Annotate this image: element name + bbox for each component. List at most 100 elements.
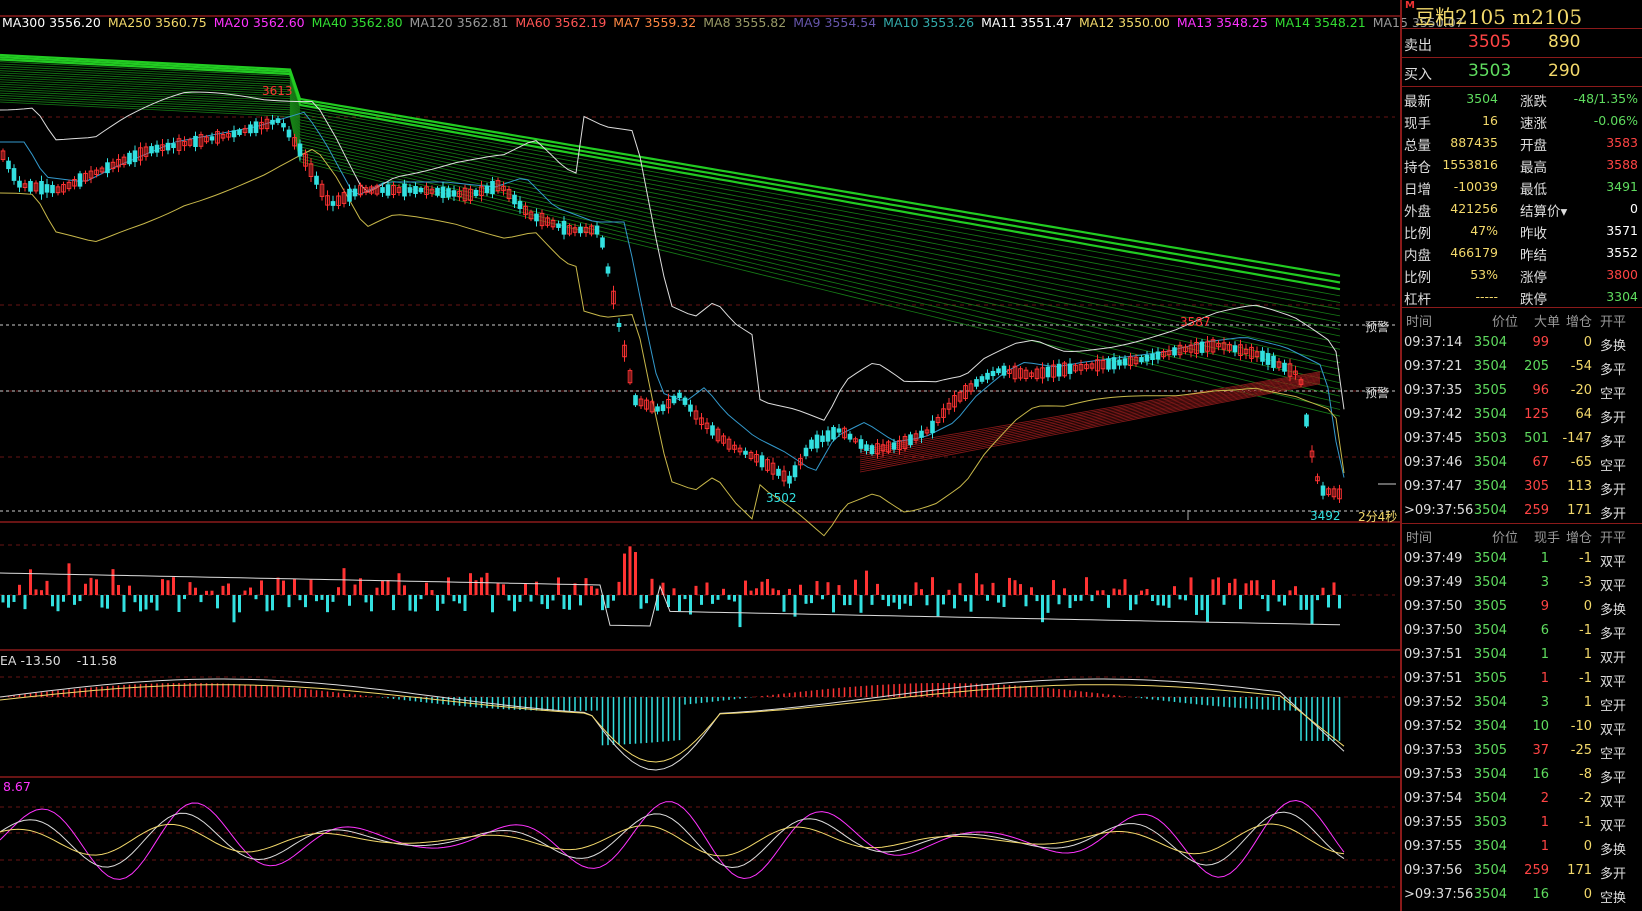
candle-body bbox=[743, 450, 748, 455]
tick-row[interactable]: 09:37:49 3504 1 -1 双平 bbox=[1402, 546, 1642, 570]
buy-price[interactable]: 3503 bbox=[1468, 61, 1512, 81]
ma-legend-item[interactable]: MA10 3553.26 bbox=[883, 15, 975, 30]
tick-row[interactable]: 09:37:21 3504 205 -54 多平 bbox=[1402, 354, 1642, 378]
volume-bar bbox=[920, 589, 923, 595]
ma-legend-item[interactable]: MA300 3556.20 bbox=[2, 15, 101, 30]
long-ma-line bbox=[0, 83, 1341, 364]
hdr2-big: 现手 bbox=[1534, 531, 1561, 546]
tick-row[interactable]: 09:37:55 3503 1 -1 双平 bbox=[1402, 810, 1642, 834]
candle-body bbox=[501, 185, 506, 192]
candle-body bbox=[50, 184, 55, 194]
stat-value: 1553816 bbox=[1442, 157, 1498, 172]
ma-legend-item[interactable]: MA60 3562.19 bbox=[515, 15, 607, 30]
tick-row[interactable]: 09:37:49 3504 3 -3 双平 bbox=[1402, 570, 1642, 594]
tick-row[interactable]: 09:37:46 3504 67 -65 空平 bbox=[1402, 450, 1642, 474]
stat-label: 现手 bbox=[1404, 116, 1431, 132]
tick-row[interactable]: 09:37:55 3504 1 0 多换 bbox=[1402, 834, 1642, 858]
tick-time: 09:37:35 bbox=[1404, 383, 1463, 398]
long-ma-line bbox=[0, 61, 1341, 297]
volume-bar bbox=[925, 595, 929, 606]
stat-value: 3304 bbox=[1606, 289, 1638, 304]
volume-bar bbox=[1255, 580, 1259, 595]
tick-increase: -8 bbox=[1579, 767, 1592, 782]
contract-title-row[interactable]: M 豆粕2105 m2105 bbox=[1402, 0, 1642, 29]
ma-legend-bar: MA300 3556.20 MA250 3560.75 MA20 3562.60 MA… bbox=[2, 15, 1471, 33]
tick-price: 3504 bbox=[1473, 359, 1507, 374]
tick-row[interactable]: 09:37:53 3505 37 -25 空平 bbox=[1402, 738, 1642, 762]
ma-legend-item[interactable]: MA11 3551.47 bbox=[981, 15, 1072, 30]
tick-type: 双平 bbox=[1600, 579, 1627, 594]
kline-chart[interactable] bbox=[0, 0, 1400, 911]
tick-row[interactable]: 09:37:52 3504 10 -10 双平 bbox=[1402, 714, 1642, 738]
volume-bar bbox=[1, 595, 5, 603]
ma-legend-item[interactable]: MA13 3548.25 bbox=[1176, 15, 1268, 30]
volume-bar bbox=[254, 595, 258, 600]
volume-bar bbox=[293, 578, 296, 595]
candle-body bbox=[281, 123, 286, 128]
candle-body bbox=[259, 121, 264, 130]
volume-bar bbox=[991, 582, 995, 595]
tick-type: 双平 bbox=[1600, 723, 1627, 738]
candle-body bbox=[924, 429, 930, 434]
tick-row[interactable]: 09:37:51 3505 1 -1 双平 bbox=[1402, 666, 1642, 690]
candle-body bbox=[798, 457, 803, 466]
candle-body bbox=[61, 184, 66, 193]
short-ma-line bbox=[859, 379, 1321, 465]
warning-label-2[interactable]: 预警 bbox=[1365, 386, 1390, 400]
candle-body bbox=[1122, 358, 1128, 366]
tick-time: 09:37:52 bbox=[1404, 719, 1463, 734]
candle-body bbox=[380, 187, 385, 193]
volume-bar bbox=[155, 595, 159, 611]
ma-legend-item[interactable]: MA12 3550.00 bbox=[1078, 15, 1170, 30]
tick-row[interactable]: 09:37:56 3504 259 171 多开 bbox=[1402, 858, 1642, 882]
warning-label-1[interactable]: 预警 bbox=[1365, 320, 1390, 334]
tick-time: 09:37:51 bbox=[1404, 671, 1463, 686]
big-order-list[interactable]: 09:37:14 3504 99 0 多换 09:37:21 3504 205 -54 多平 09:… bbox=[1402, 330, 1642, 522]
tick-row[interactable]: 09:37:50 3504 6 -1 多平 bbox=[1402, 618, 1642, 642]
tick-row[interactable]: 09:37:45 3503 501 -147 多平 bbox=[1402, 426, 1642, 450]
ma-legend-item[interactable]: MA20 3562.60 bbox=[213, 15, 305, 30]
tick-time: 09:37:47 bbox=[1404, 479, 1463, 494]
tick-row[interactable]: >09:37:56 3504 16 0 空换 bbox=[1402, 882, 1642, 906]
tick-row[interactable]: 09:37:53 3504 16 -8 多平 bbox=[1402, 762, 1642, 786]
volume-bar bbox=[595, 588, 599, 595]
sell-price[interactable]: 3505 bbox=[1468, 32, 1512, 52]
volume-bar bbox=[815, 581, 819, 595]
volume-bar bbox=[1074, 595, 1077, 602]
volume-bar bbox=[788, 588, 791, 595]
tick-row[interactable]: >09:37:56 3504 259 171 多开 bbox=[1402, 498, 1642, 522]
volume-bar bbox=[128, 585, 131, 595]
candle-body bbox=[39, 180, 44, 195]
sell-quote-row[interactable]: 卖出 3505 890 bbox=[1402, 29, 1642, 58]
ma-legend-item[interactable]: MA120 3562.81 bbox=[409, 15, 509, 30]
volume-bar bbox=[265, 595, 269, 612]
ma-legend-item[interactable]: MA9 3554.54 bbox=[793, 15, 877, 30]
candle-body bbox=[1205, 341, 1210, 352]
tick-row[interactable]: 09:37:54 3504 2 -2 双平 bbox=[1402, 786, 1642, 810]
tick-volume: 501 bbox=[1524, 431, 1549, 446]
short-ma-line bbox=[859, 382, 1321, 471]
hdr2-time: 时间 bbox=[1406, 531, 1433, 546]
ma-legend-item[interactable]: MA40 3562.80 bbox=[311, 15, 403, 30]
boll-lower bbox=[0, 148, 1345, 537]
volume-bar bbox=[1277, 595, 1281, 602]
tick-row[interactable]: 09:37:47 3504 305 113 多开 bbox=[1402, 474, 1642, 498]
tick-row[interactable]: 09:37:42 3504 125 64 多开 bbox=[1402, 402, 1642, 426]
tick-row[interactable]: 09:37:35 3505 96 -20 空平 bbox=[1402, 378, 1642, 402]
tick-row[interactable]: 09:37:51 3504 1 1 双开 bbox=[1402, 642, 1642, 666]
chart-area[interactable]: MA300 3556.20 MA250 3560.75 MA20 3562.60 MA… bbox=[0, 0, 1464, 911]
tick-type: 多换 bbox=[1600, 843, 1627, 858]
ma-legend-item[interactable]: MA8 3555.82 bbox=[703, 15, 787, 30]
tick-row[interactable]: 09:37:14 3504 99 0 多换 bbox=[1402, 330, 1642, 354]
tick-row[interactable]: 09:37:50 3505 9 0 多换 bbox=[1402, 594, 1642, 618]
tick-trade-list[interactable]: 09:37:49 3504 1 -1 双平 09:37:49 3504 3 -3 双平 09:37:… bbox=[1402, 546, 1642, 906]
ma-legend-item[interactable]: MA15 3550.07 bbox=[1372, 15, 1464, 30]
tick-increase: -25 bbox=[1570, 743, 1592, 758]
ma-legend-item[interactable]: MA14 3548.21 bbox=[1274, 15, 1366, 30]
ma-legend-item[interactable]: MA250 3560.75 bbox=[107, 15, 207, 30]
buy-quote-row[interactable]: 买入 3503 290 bbox=[1402, 58, 1642, 87]
tick-row[interactable]: 09:37:52 3504 3 1 空开 bbox=[1402, 690, 1642, 714]
candle-body bbox=[77, 173, 83, 187]
ma-legend-item[interactable]: MA7 3559.32 bbox=[613, 15, 697, 30]
candle-body bbox=[171, 143, 176, 149]
